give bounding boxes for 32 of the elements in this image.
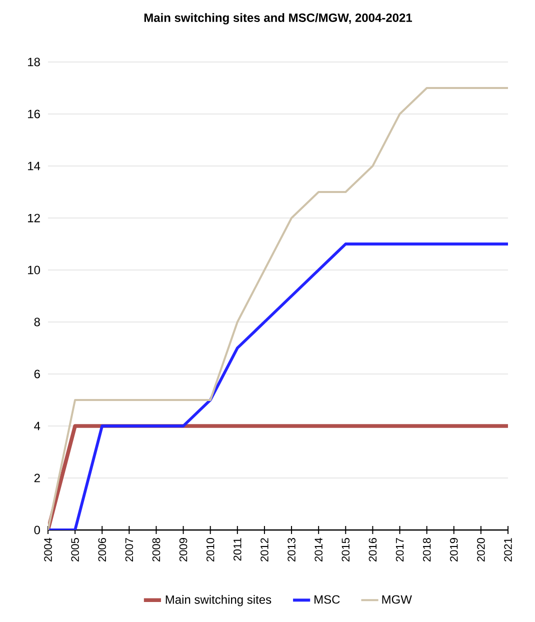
x-tick-label: 2011 bbox=[234, 538, 242, 561]
legend-label: MSC bbox=[314, 595, 340, 604]
x-tick-label: 2006 bbox=[98, 538, 106, 562]
x-tick-label: 2020 bbox=[477, 538, 485, 562]
x-tick-label: 2019 bbox=[450, 538, 458, 562]
x-tick-label: 2009 bbox=[179, 538, 188, 562]
x-tick-label: 2008 bbox=[152, 538, 160, 562]
legend-label: Main switching sites bbox=[166, 595, 272, 606]
x-tick-label: 2015 bbox=[342, 538, 350, 562]
x-tick-label: 2010 bbox=[206, 538, 214, 562]
x-tick-label: 2014 bbox=[314, 538, 322, 562]
x-tick-label: 2007 bbox=[125, 538, 134, 562]
chart-title: Main switching sites and MSC/MGW, 2004-2021 bbox=[144, 13, 412, 24]
legend-label: MGW bbox=[382, 595, 412, 604]
y-tick-label: 4 bbox=[34, 422, 40, 430]
y-tick-label: 18 bbox=[28, 58, 40, 66]
y-tick-label: 14 bbox=[28, 162, 40, 170]
x-tick-label: 2021 bbox=[504, 538, 512, 562]
y-tick-label: 0 bbox=[34, 526, 40, 534]
x-tick-label: 2005 bbox=[71, 538, 79, 562]
x-tick-label: 2018 bbox=[422, 538, 431, 562]
x-tick-label: 2012 bbox=[260, 538, 268, 562]
x-tick-label: 2004 bbox=[44, 538, 52, 562]
y-tick-label: 16 bbox=[28, 110, 40, 118]
x-tick-label: 2017 bbox=[396, 538, 404, 562]
y-tick-label: 8 bbox=[34, 318, 40, 326]
x-tick-label: 2016 bbox=[368, 538, 377, 562]
x-tick-label: 2013 bbox=[288, 538, 296, 562]
y-tick-label: 10 bbox=[28, 266, 40, 274]
y-tick-label: 2 bbox=[34, 474, 40, 482]
y-tick-label: 12 bbox=[28, 214, 40, 222]
y-tick-label: 6 bbox=[34, 370, 40, 378]
